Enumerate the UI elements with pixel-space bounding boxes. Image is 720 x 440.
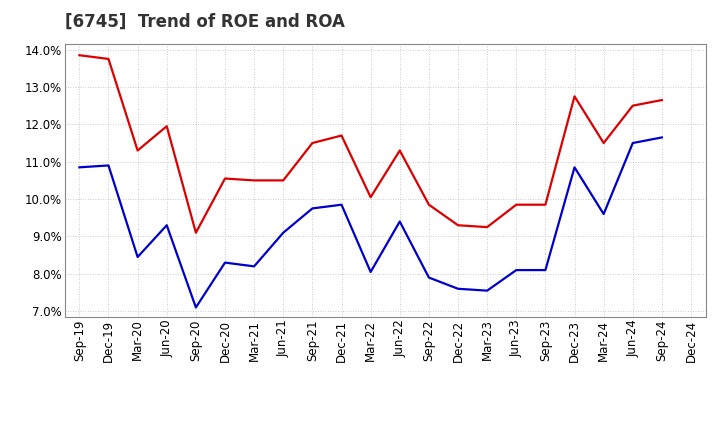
ROA [192, 305, 200, 310]
ROA [395, 219, 404, 224]
ROE [570, 94, 579, 99]
ROE [454, 223, 462, 228]
ROE [512, 202, 521, 207]
ROE [337, 133, 346, 138]
ROA [279, 230, 287, 235]
ROA [541, 268, 550, 273]
ROA [250, 264, 258, 269]
ROE [657, 97, 666, 103]
ROE [541, 202, 550, 207]
ROA [483, 288, 492, 293]
ROA [570, 165, 579, 170]
ROA [337, 202, 346, 207]
ROA [425, 275, 433, 280]
ROA [657, 135, 666, 140]
ROE [250, 178, 258, 183]
ROA [220, 260, 229, 265]
ROE [279, 178, 287, 183]
ROE [104, 56, 113, 62]
ROA [599, 211, 608, 216]
Line: ROE: ROE [79, 55, 662, 233]
ROA [104, 163, 113, 168]
ROE [133, 148, 142, 153]
ROE [483, 224, 492, 230]
ROA [512, 268, 521, 273]
ROA [75, 165, 84, 170]
Text: [6745]  Trend of ROE and ROA: [6745] Trend of ROE and ROA [65, 13, 345, 31]
ROE [629, 103, 637, 108]
ROE [599, 140, 608, 146]
Line: ROA: ROA [79, 137, 662, 308]
ROA [133, 254, 142, 260]
ROE [75, 52, 84, 58]
ROA [308, 206, 317, 211]
ROE [192, 230, 200, 235]
ROE [425, 202, 433, 207]
ROA [454, 286, 462, 291]
ROE [395, 148, 404, 153]
ROA [629, 140, 637, 146]
ROE [163, 124, 171, 129]
ROE [220, 176, 229, 181]
ROE [366, 194, 375, 200]
ROE [308, 140, 317, 146]
ROA [163, 223, 171, 228]
ROA [366, 269, 375, 275]
